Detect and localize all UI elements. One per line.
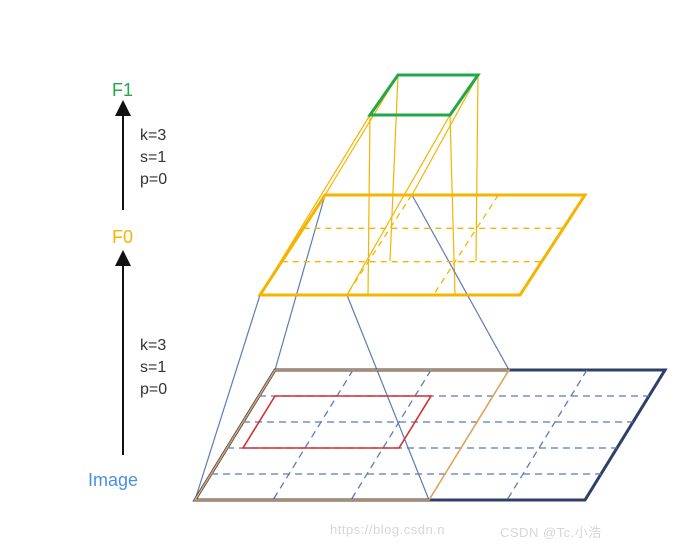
watermark-right: CSDN @Tc.小浩: [500, 522, 602, 541]
label-conv1-k: k=3: [140, 127, 166, 145]
label-conv1-s: s=1: [140, 149, 166, 167]
label-f1: F1: [112, 80, 133, 101]
frustum-image-to-f0: [195, 195, 509, 500]
layer-f0-grid: [260, 195, 585, 295]
label-image: Image: [88, 470, 138, 491]
layer-image-grid: [195, 370, 665, 500]
label-conv2-k: k=3: [140, 337, 166, 355]
watermark-left: https://blog.csdn.n: [330, 522, 445, 537]
label-conv2-p: p=0: [140, 381, 167, 399]
label-conv2-s: s=1: [140, 359, 166, 377]
label-conv1-p: p=0: [140, 171, 167, 189]
label-f0: F0: [112, 227, 133, 248]
image-receptive-field-outer: [195, 370, 509, 500]
